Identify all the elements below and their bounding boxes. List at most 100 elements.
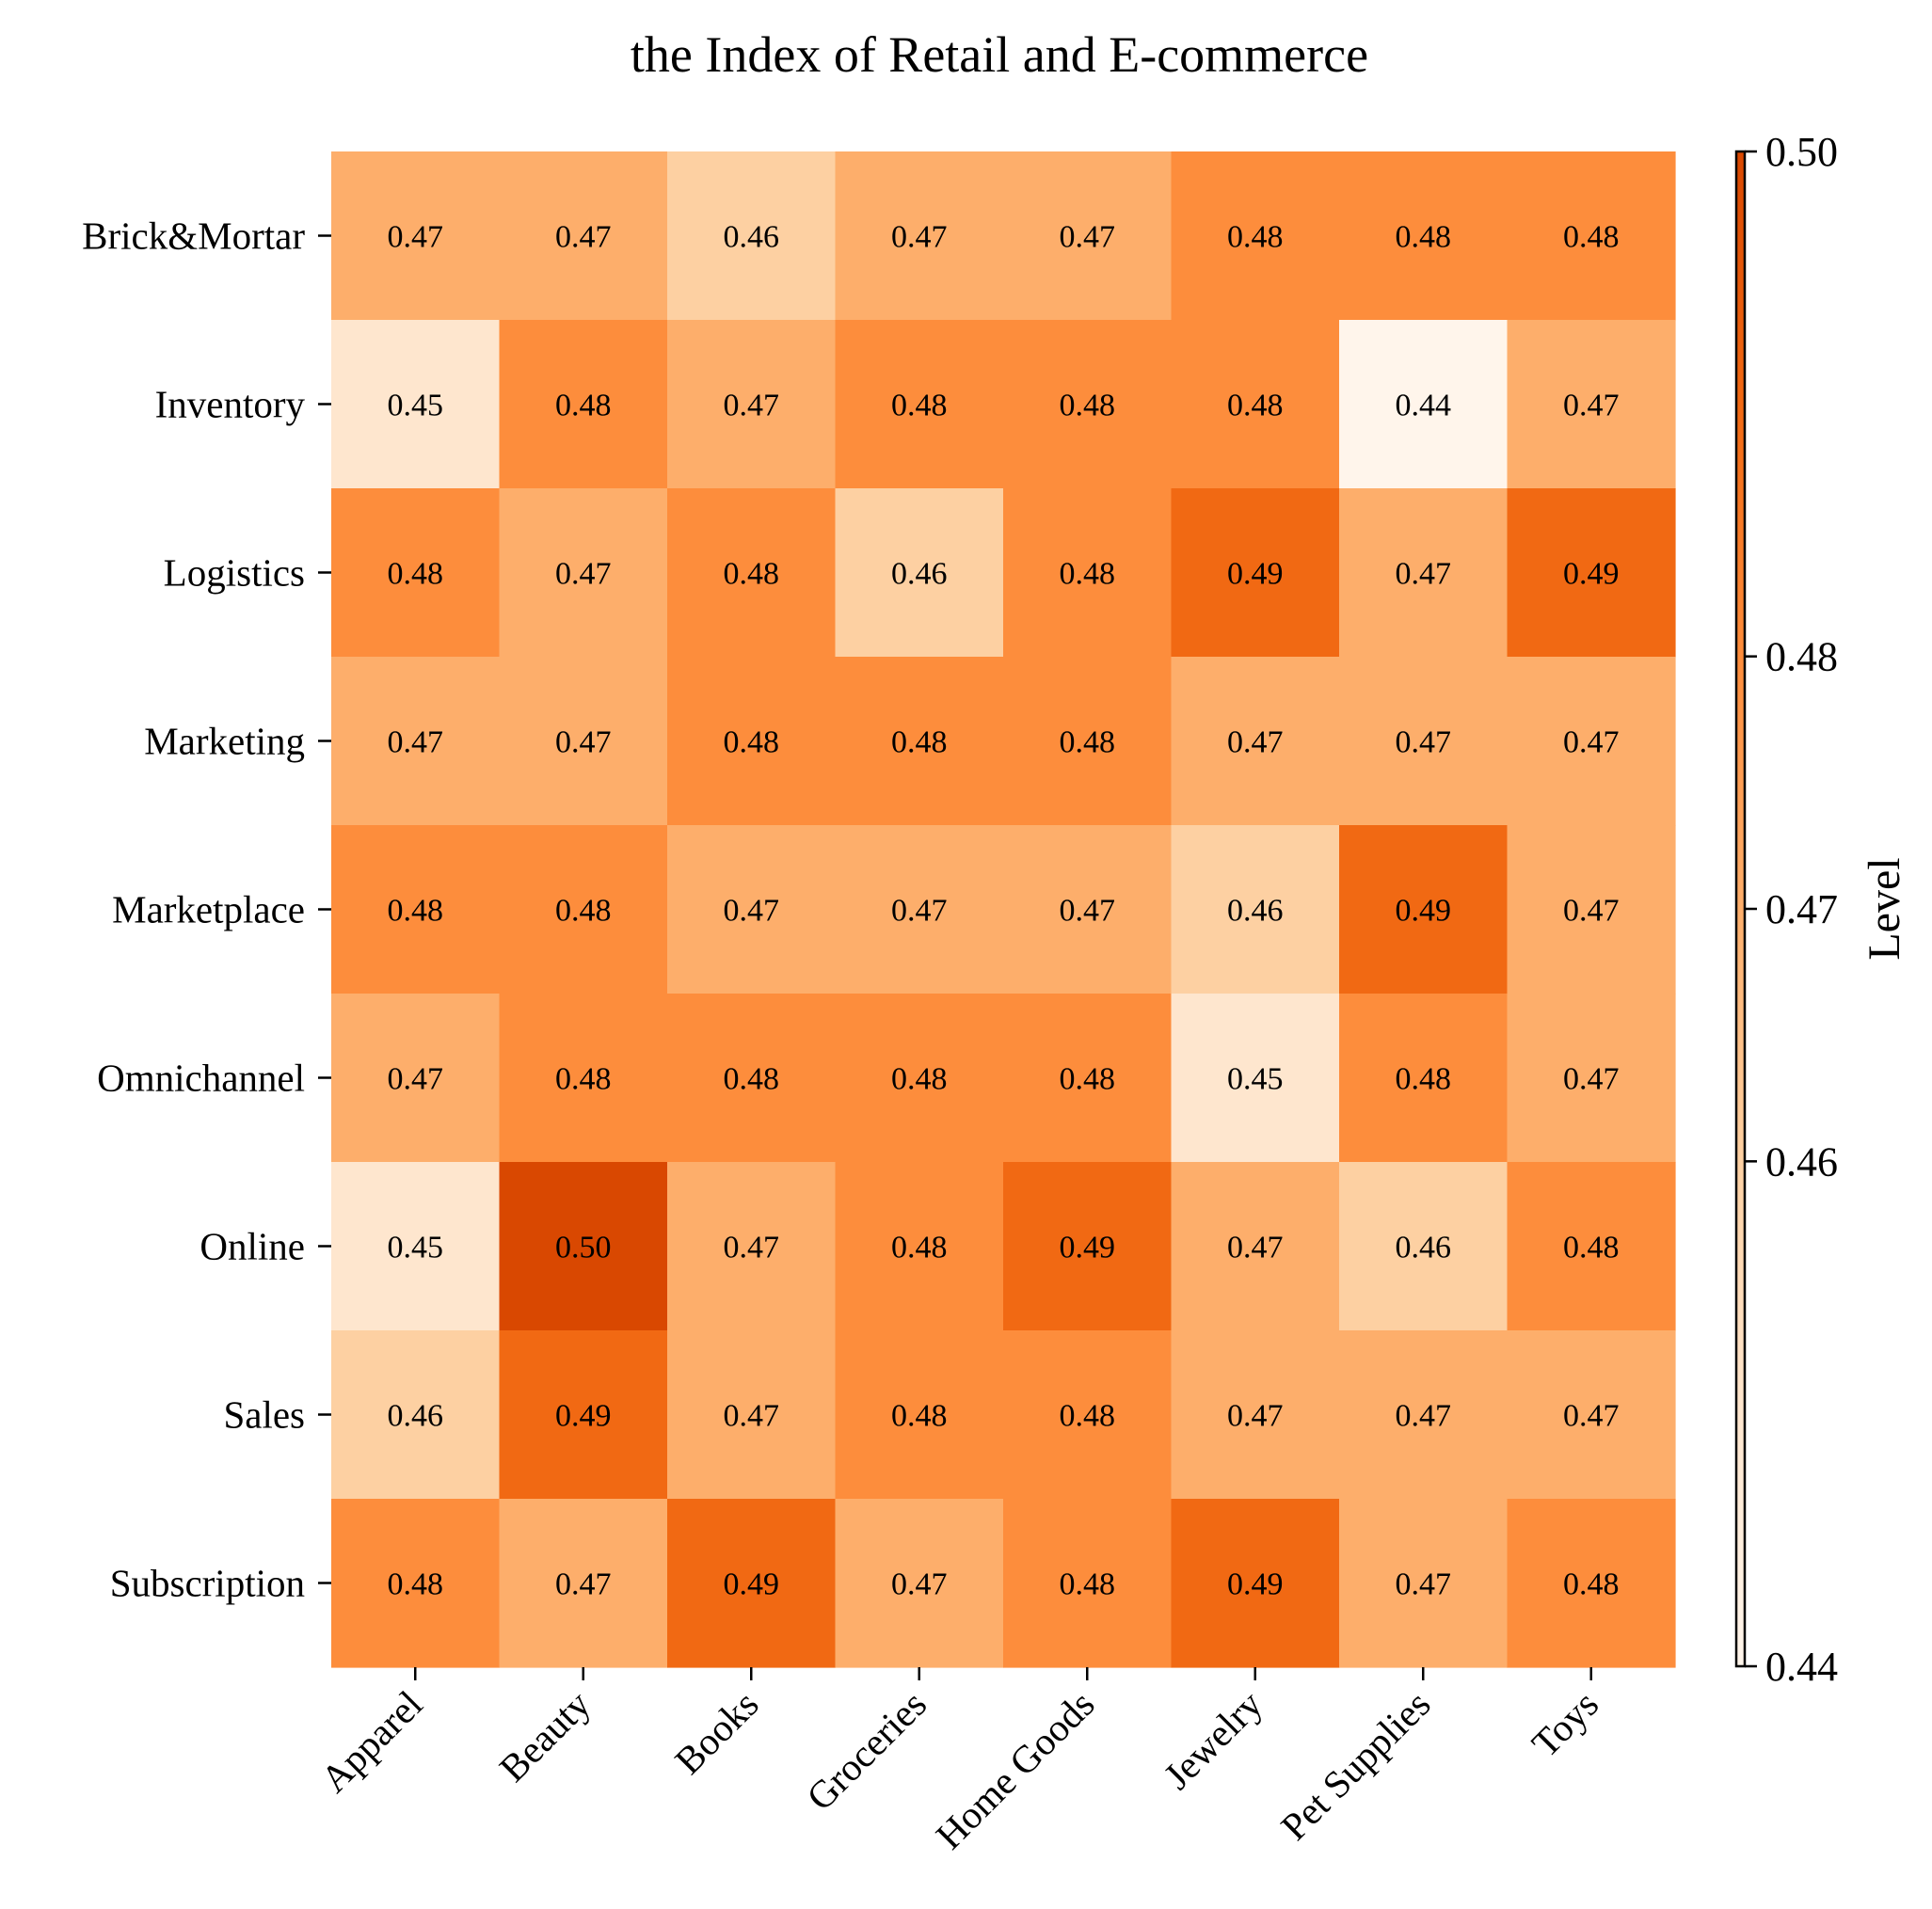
cell-value-label: 0.47 — [1227, 725, 1284, 760]
cell-value-label: 0.48 — [891, 1399, 948, 1434]
heatmap-cell — [1003, 657, 1173, 826]
cell-value-label: 0.48 — [724, 1062, 780, 1097]
heatmap-cell — [1339, 657, 1509, 826]
heatmap-cells — [331, 151, 1676, 1668]
cell-value-label: 0.47 — [555, 725, 612, 760]
heatmap-cell — [331, 994, 501, 1163]
cell-value-label: 0.48 — [555, 1062, 612, 1097]
cell-value-label: 0.47 — [555, 1567, 612, 1602]
heatmap-cell — [835, 1162, 1004, 1331]
heatmap-cell — [499, 320, 668, 489]
heatmap-cell — [1507, 657, 1676, 826]
cell-value-label: 0.48 — [1060, 1399, 1116, 1434]
cell-value-label: 0.48 — [388, 894, 444, 929]
cell-value-label: 0.46 — [388, 1399, 444, 1434]
heatmap-cell — [1171, 994, 1340, 1163]
heatmap-cell — [1339, 1162, 1509, 1331]
cell-value-label: 0.47 — [891, 220, 948, 255]
colorbar-tick-label: 0.48 — [1765, 634, 1838, 680]
heatmap-cell — [1507, 1499, 1676, 1668]
heatmap-cell — [835, 657, 1004, 826]
heatmap-cell — [667, 1499, 837, 1668]
cell-value-label: 0.47 — [891, 894, 948, 929]
cell-value-label: 0.48 — [1563, 220, 1620, 255]
y-tick-label: Logistics — [164, 551, 305, 595]
cell-value-label: 0.47 — [388, 725, 444, 760]
heatmap-cell — [499, 1162, 668, 1331]
x-tick-label: Jewelry — [1155, 1681, 1270, 1797]
cell-value-label: 0.48 — [1563, 1567, 1620, 1602]
colorbar-tick-label: 0.46 — [1765, 1138, 1838, 1185]
cell-value-label: 0.48 — [724, 725, 780, 760]
cell-value-label: 0.47 — [1563, 725, 1620, 760]
y-tick-label: Inventory — [155, 383, 306, 426]
y-tick-label: Brick&Mortar — [82, 215, 305, 258]
heatmap-cell — [1339, 320, 1509, 489]
heatmap-cell — [1171, 1499, 1340, 1668]
heatmap-cell-labels: 0.47 0.47 0.46 0.47 0.47 0.48 0.48 0.48 0.45 0.48… — [388, 220, 1620, 1602]
cell-value-label: 0.47 — [1396, 1399, 1452, 1434]
cell-value-label: 0.47 — [1396, 557, 1452, 592]
heatmap-cell — [1003, 488, 1173, 658]
heatmap-cell — [331, 657, 501, 826]
heatmap-cell — [1003, 825, 1173, 994]
heatmap-cell — [499, 1330, 668, 1500]
x-tick-label: Toys — [1524, 1682, 1606, 1765]
heatmap-cell — [1507, 1162, 1676, 1331]
cell-value-label: 0.49 — [1563, 557, 1620, 592]
heatmap-cell — [1339, 825, 1509, 994]
cell-value-label: 0.47 — [555, 557, 612, 592]
x-tick-label: Groceries — [798, 1682, 934, 1819]
cell-value-label: 0.49 — [555, 1399, 612, 1434]
cell-value-label: 0.48 — [1227, 389, 1284, 423]
heatmap-cell — [1507, 1330, 1676, 1500]
cell-value-label: 0.48 — [1060, 1062, 1116, 1097]
cell-value-label: 0.47 — [724, 389, 780, 423]
cell-value-label: 0.46 — [891, 557, 948, 592]
cell-value-label: 0.47 — [1227, 1399, 1284, 1434]
heatmap-cell — [835, 825, 1004, 994]
cell-value-label: 0.45 — [388, 1231, 444, 1265]
cell-value-label: 0.50 — [555, 1231, 612, 1265]
cell-value-label: 0.47 — [1563, 1062, 1620, 1097]
cell-value-label: 0.47 — [1227, 1231, 1284, 1265]
cell-value-label: 0.47 — [891, 1567, 948, 1602]
cell-value-label: 0.47 — [1396, 1567, 1452, 1602]
heatmap-cell — [331, 320, 501, 489]
y-tick-label: Sales — [223, 1393, 305, 1437]
heatmap-cell — [835, 320, 1004, 489]
cell-value-label: 0.49 — [1227, 1567, 1284, 1602]
heatmap-cell — [1171, 1162, 1340, 1331]
heatmap-cell — [835, 1499, 1004, 1668]
cell-value-label: 0.48 — [555, 389, 612, 423]
cell-value-label: 0.48 — [1060, 1567, 1116, 1602]
heatmap-cell — [1507, 488, 1676, 658]
heatmap-cell — [667, 488, 837, 658]
heatmap-cell — [499, 1499, 668, 1668]
cell-value-label: 0.48 — [724, 557, 780, 592]
heatmap-cell — [331, 1162, 501, 1331]
heatmap-cell — [1003, 1499, 1173, 1668]
cell-value-label: 0.46 — [1227, 894, 1284, 929]
heatmap-cell — [835, 151, 1004, 321]
heatmap-cell — [499, 994, 668, 1163]
heatmap-cell — [331, 1330, 501, 1500]
heatmap-cell — [835, 1330, 1004, 1500]
cell-value-label: 0.46 — [1396, 1231, 1452, 1265]
heatmap-cell — [1003, 994, 1173, 1163]
cell-value-label: 0.48 — [891, 389, 948, 423]
cell-value-label: 0.48 — [1396, 1062, 1452, 1097]
cell-value-label: 0.47 — [555, 220, 612, 255]
heatmap-cell — [499, 825, 668, 994]
cell-value-label: 0.47 — [724, 1399, 780, 1434]
colorbar-tick-label: 0.44 — [1765, 1644, 1838, 1690]
cell-value-label: 0.45 — [388, 389, 444, 423]
y-axis: Brick&Mortar Inventory Logistics Marketing M… — [82, 215, 331, 1605]
heatmap-cell — [835, 488, 1004, 658]
heatmap-cell — [667, 1330, 837, 1500]
cell-value-label: 0.47 — [1563, 1399, 1620, 1434]
cell-value-label: 0.44 — [1396, 389, 1452, 423]
y-tick-label: Marketplace — [112, 888, 305, 931]
